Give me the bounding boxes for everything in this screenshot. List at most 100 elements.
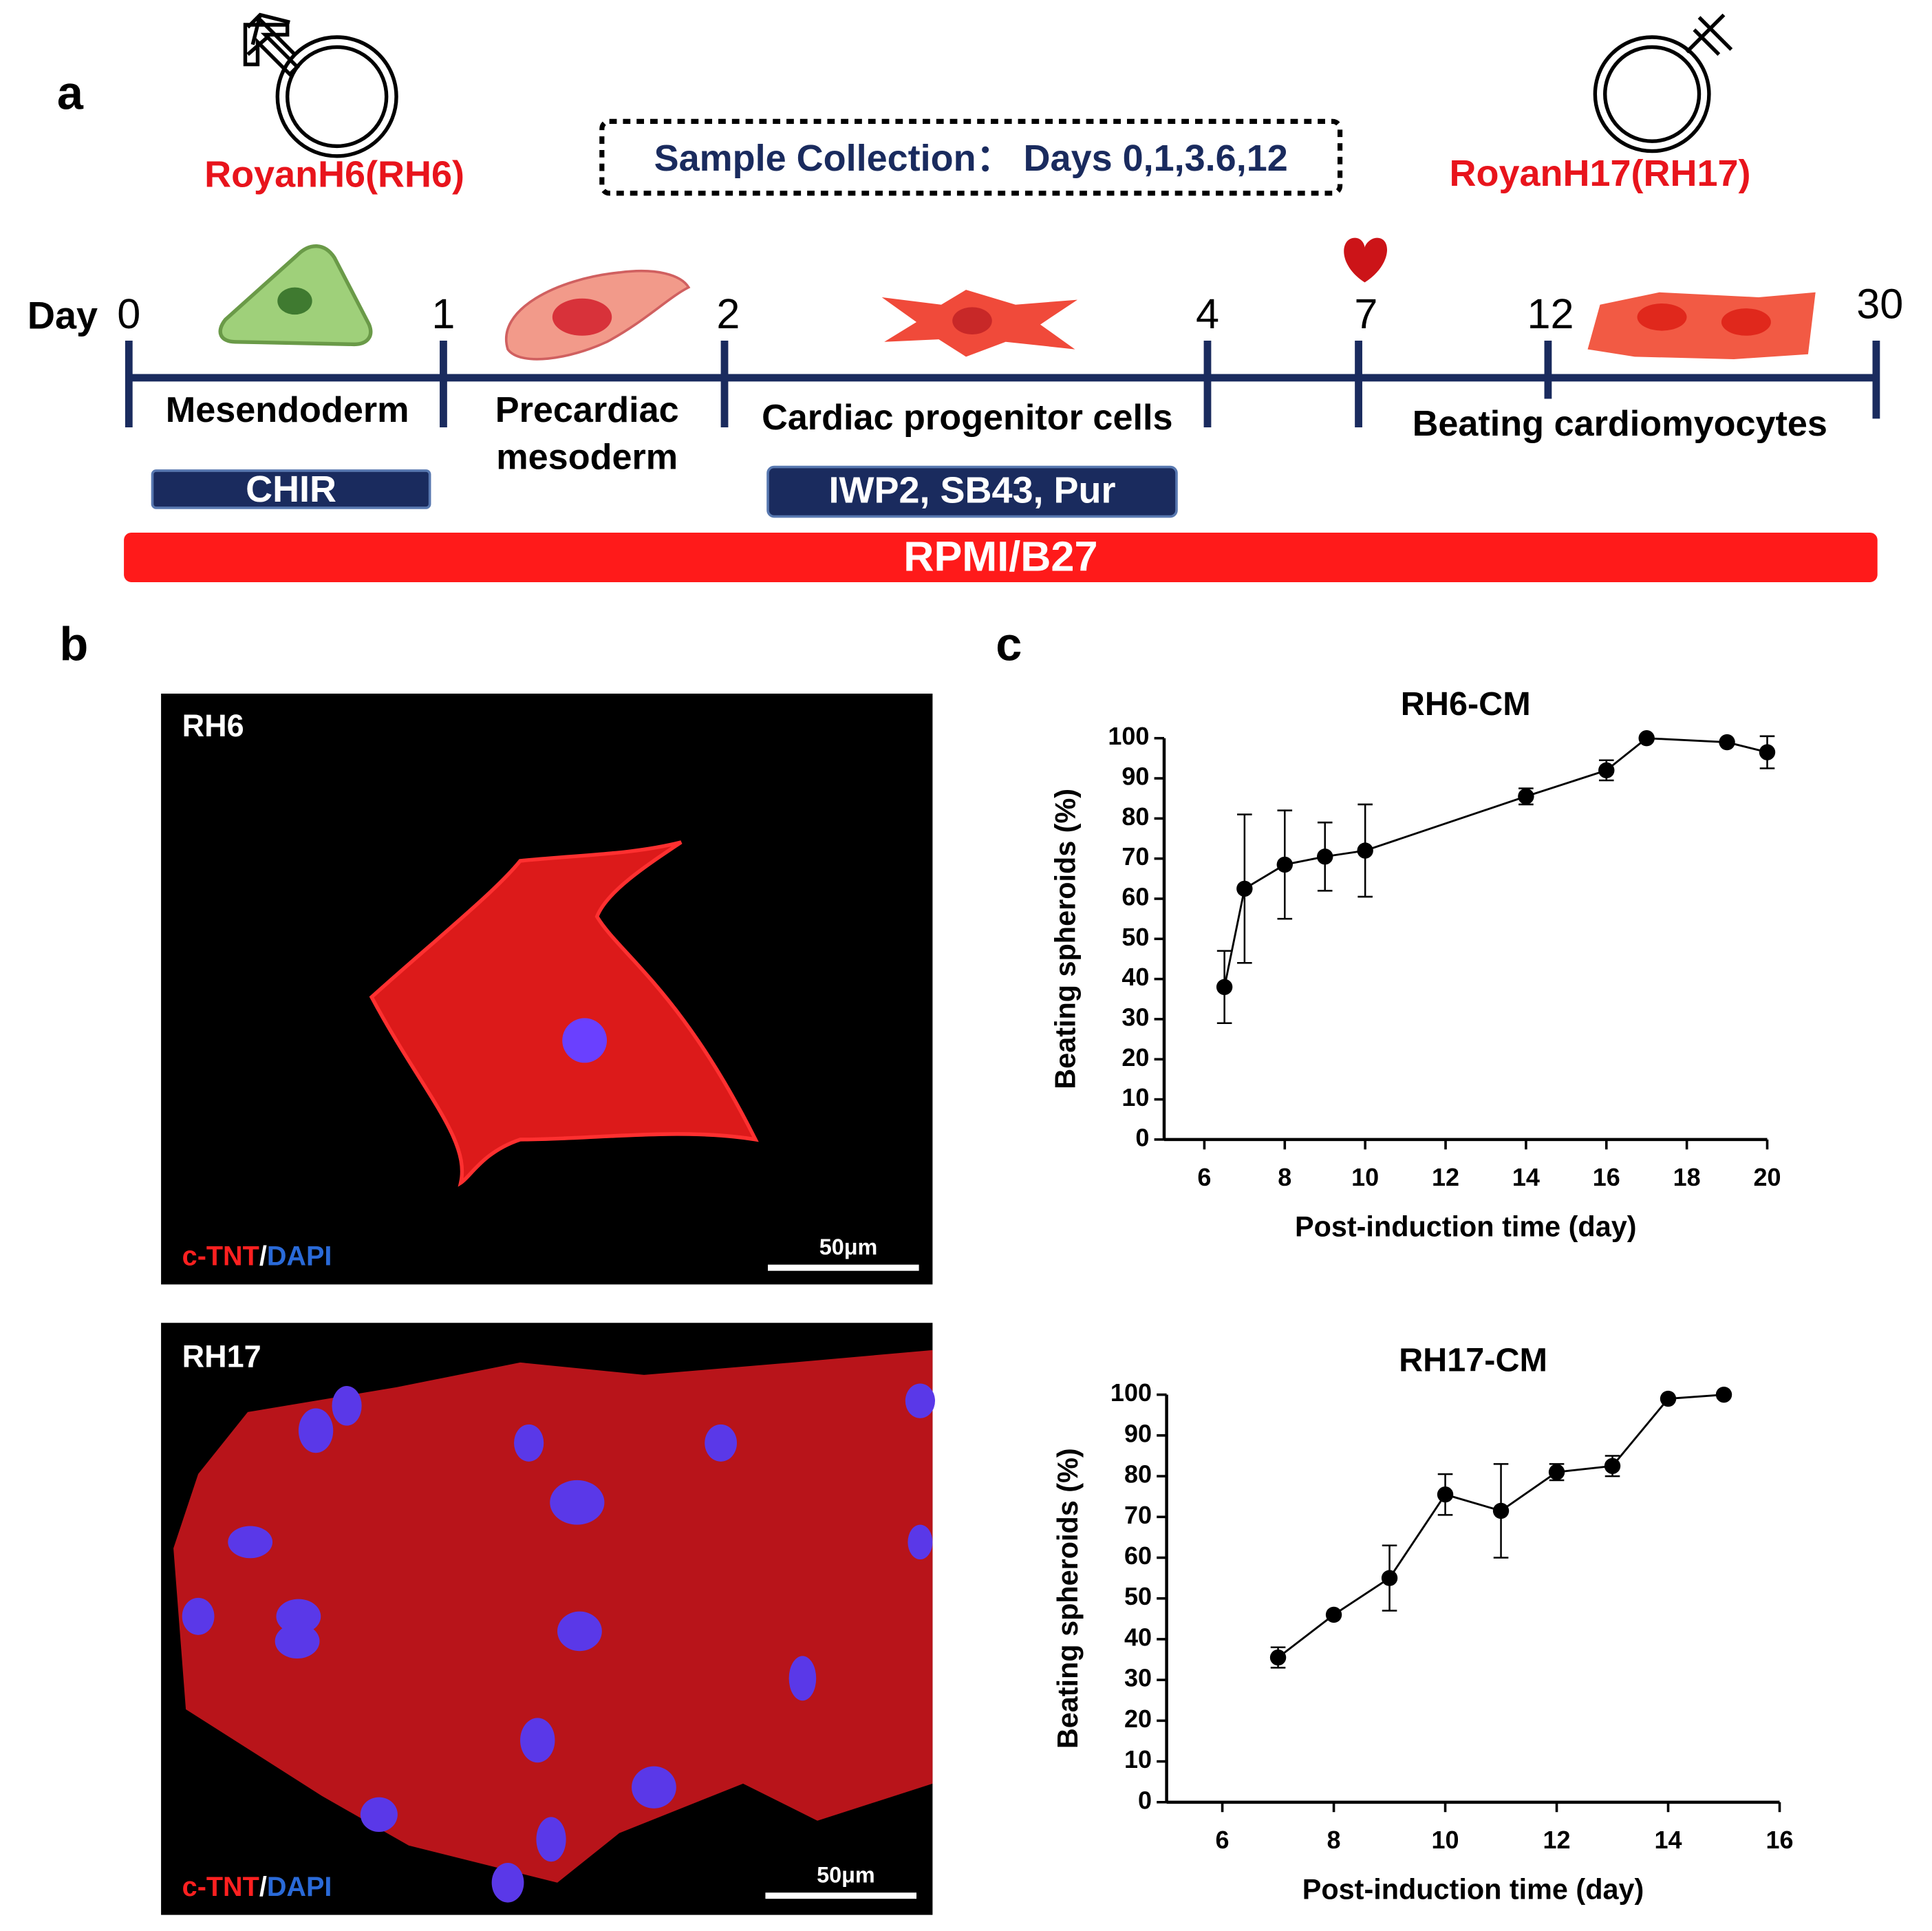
y-tick-label: 70: [1124, 1501, 1152, 1529]
x-tick-label: 12: [1543, 1826, 1571, 1854]
x-tick-label: 14: [1655, 1826, 1682, 1854]
stage-label: Precardiac: [495, 390, 679, 430]
x-tick-label: 14: [1512, 1163, 1540, 1191]
stage-label: mesoderm: [496, 438, 678, 478]
image-label: RH17: [182, 1338, 261, 1374]
y-axis-label: Beating spheroids (%): [1052, 1448, 1084, 1749]
stage-label: Beating cardiomyocytes: [1413, 404, 1827, 444]
y-tick-label: 10: [1121, 1083, 1149, 1111]
scale-bar-label: 50μm: [817, 1862, 875, 1887]
data-point: [1236, 880, 1253, 897]
scale-bar: [768, 1264, 919, 1271]
scale-bar-label: 50μm: [819, 1235, 878, 1259]
y-tick-label: 50: [1124, 1582, 1152, 1610]
data-point: [1759, 744, 1776, 760]
x-tick-label: 18: [1673, 1163, 1701, 1191]
stain-separator: /: [259, 1872, 267, 1902]
cell-nucleus: [552, 298, 612, 336]
cell-illustration: [1587, 292, 1816, 359]
treatment-label: CHIR: [246, 469, 336, 510]
cell-nucleus: [1721, 308, 1771, 336]
cell-line-label: RoyanH6(RH6): [204, 154, 464, 195]
stain: DAPI: [267, 1872, 332, 1902]
stage-label: Mesendoderm: [166, 390, 409, 430]
data-line: [1223, 737, 1768, 988]
y-tick-label: 100: [1110, 1378, 1152, 1407]
data-point: [1269, 1649, 1287, 1666]
medium-label: RPMI/B27: [903, 533, 1097, 580]
cell-nucleus: [952, 307, 992, 334]
x-tick-label: 6: [1216, 1826, 1230, 1854]
nucleus-image: [562, 1018, 608, 1063]
stain: c-TNT: [182, 1872, 259, 1902]
x-tick-label: 10: [1351, 1163, 1379, 1191]
day-tick: 30: [1856, 281, 1903, 328]
day-tick: 2: [716, 290, 740, 337]
x-tick-label: 10: [1432, 1826, 1459, 1854]
panel-label: b: [59, 618, 88, 670]
data-point: [1357, 842, 1373, 859]
timeline-ticks: [125, 340, 1880, 427]
data-point: [1437, 1486, 1454, 1503]
stage-label: Cardiac progenitor cells: [762, 398, 1172, 438]
data-point: [1598, 762, 1615, 779]
y-tick-label: 70: [1121, 842, 1149, 871]
stain: DAPI: [267, 1241, 332, 1272]
y-tick-label: 90: [1121, 762, 1149, 791]
data-point: [1604, 1458, 1621, 1474]
sample-collection: Sample Collection： Days 0,1,3.6,12: [654, 138, 1288, 179]
cell-image: [369, 840, 759, 1187]
treatment-box: [151, 469, 431, 509]
y-tick-label: 100: [1108, 722, 1149, 750]
scale-bar: [765, 1892, 917, 1899]
y-tick-label: 80: [1121, 802, 1149, 831]
y-tick-label: 60: [1121, 882, 1149, 910]
x-tick-label: 16: [1593, 1163, 1620, 1191]
day-tick: 12: [1527, 290, 1574, 337]
y-axis-label: Beating spheroids (%): [1050, 789, 1082, 1089]
y-tick-label: 40: [1124, 1623, 1152, 1651]
y-tick-label: 90: [1124, 1419, 1152, 1447]
day-tick: 1: [431, 290, 455, 337]
x-tick-label: 6: [1197, 1163, 1211, 1191]
x-axis-label: Post-induction time (day): [1295, 1210, 1637, 1242]
day-label: Day: [28, 293, 98, 337]
stain-separator: /: [259, 1241, 267, 1272]
stain-label: c-TNT/DAPI: [182, 1241, 332, 1272]
x-tick-label: 12: [1432, 1163, 1459, 1191]
cell-line-label: RoyanH17(RH17): [1450, 153, 1751, 194]
panel-a: a RoyanH6(RH6) Sample Collection： Days 0…: [28, 12, 1903, 582]
y-tick-label: 0: [1135, 1123, 1149, 1151]
cell-nucleus: [1637, 303, 1687, 331]
data-point: [1276, 856, 1293, 873]
data-point: [1548, 1464, 1565, 1480]
heart-icon: [1344, 237, 1388, 283]
panel-label: c: [996, 618, 1022, 670]
data-point: [1638, 730, 1655, 747]
day-tick: 0: [117, 290, 140, 337]
data-point: [1660, 1390, 1677, 1407]
y-tick-label: 50: [1121, 923, 1149, 951]
x-tick-label: 20: [1754, 1163, 1781, 1191]
y-tick-label: 30: [1124, 1664, 1152, 1692]
panel-label: a: [57, 67, 84, 119]
y-tick-label: 10: [1124, 1745, 1152, 1773]
day-tick: 4: [1196, 290, 1219, 337]
treatment-box: [766, 465, 1178, 518]
data-point: [1719, 734, 1735, 751]
x-tick-label: 8: [1327, 1826, 1341, 1854]
male-symbol: [243, 12, 398, 158]
chart-title: RH17-CM: [1399, 1342, 1547, 1379]
cell-line-symbol: [1593, 13, 1733, 153]
cell-nucleus: [277, 287, 312, 315]
data-point: [1518, 788, 1534, 804]
y-tick-label: 40: [1121, 963, 1149, 991]
y-tick-label: 30: [1121, 1003, 1149, 1031]
chart: RH17-CM 0 10 20 30 40 50 60 70 80 90 100 6 8 10 12 14 16 B…: [1052, 1342, 1793, 1906]
y-tick-label: 20: [1124, 1705, 1152, 1733]
x-axis-label: Post-induction time (day): [1302, 1873, 1644, 1905]
data-point: [1381, 1570, 1398, 1586]
y-tick-label: 0: [1138, 1786, 1152, 1814]
